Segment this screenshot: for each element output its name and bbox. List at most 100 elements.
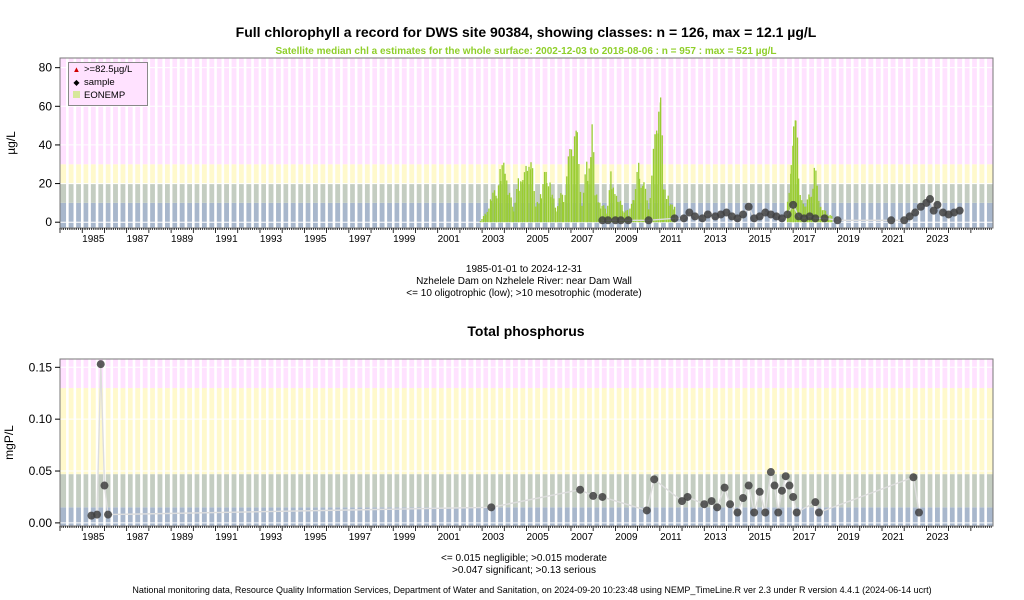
x-tick-label: 1995: [304, 532, 327, 543]
sample-point: [683, 492, 692, 501]
x-tick-label: 2017: [793, 234, 816, 245]
x-tick-label: 2023: [926, 532, 949, 543]
x-tick-label: 1989: [171, 234, 194, 245]
legend-item-eonemp: EONEMP: [69, 89, 147, 102]
sample-point: [761, 508, 770, 517]
sample-point: [792, 508, 801, 517]
sample-point: [611, 216, 620, 225]
x-tick-label: 2005: [526, 234, 549, 245]
x-tick-label: 2009: [615, 532, 638, 543]
sample-point: [670, 214, 679, 223]
sample-point: [744, 202, 753, 211]
sample-point: [679, 214, 688, 223]
x-tick-label: 1999: [393, 234, 416, 245]
legend-label-sample: sample: [84, 77, 115, 88]
x-tick-label: 1991: [215, 234, 238, 245]
sample-point: [598, 492, 607, 501]
chart1-title: Full chlorophyll a record for DWS site 9…: [235, 24, 817, 40]
sample-point: [916, 202, 925, 211]
sample-point: [750, 508, 759, 517]
x-tick-label: 2003: [482, 532, 505, 543]
sample-point: [755, 487, 764, 496]
sample-point: [604, 216, 613, 225]
sample-point: [783, 210, 792, 219]
sample-point: [789, 200, 798, 209]
sample-point: [690, 212, 699, 221]
y-tick-label: 0.00: [29, 516, 53, 530]
sample-point: [624, 216, 633, 225]
sample-point: [576, 485, 585, 494]
chart2-caption-2: >0.047 significant; >0.13 serious: [452, 565, 596, 576]
x-tick-label: 2003: [482, 234, 505, 245]
sample-point: [93, 510, 102, 519]
sample-point: [955, 206, 964, 215]
sample-point: [487, 503, 496, 512]
y-axis-label: µg/L: [4, 131, 18, 155]
y-tick-label: 0.05: [29, 464, 53, 478]
x-tick-label: 1995: [304, 234, 327, 245]
sample-point: [914, 508, 923, 517]
x-tick-label: 1985: [82, 532, 105, 543]
sample-point: [733, 508, 742, 517]
chart2-caption-1: <= 0.015 negligible; >0.015 moderate: [441, 553, 607, 564]
sample-point: [96, 360, 105, 369]
sample-point: [909, 473, 918, 482]
chart1-subtitle: Satellite median chl a estimates for the…: [275, 46, 777, 57]
sample-point: [104, 510, 113, 519]
x-tick-label: 2005: [526, 532, 549, 543]
x-tick-label: 1997: [349, 234, 372, 245]
x-tick-label: 1997: [349, 532, 372, 543]
x-tick-label: 1987: [127, 234, 150, 245]
footer-text: National monitoring data, Resource Quali…: [132, 585, 932, 595]
sample-point: [100, 481, 109, 490]
sample-point: [598, 216, 607, 225]
y-axis-label: mgP/L: [2, 425, 16, 460]
sample-point: [833, 216, 842, 225]
legend-label-eonemp: EONEMP: [84, 90, 126, 101]
x-tick-label: 1985: [82, 234, 105, 245]
sample-point: [589, 491, 598, 500]
sample-point: [700, 500, 709, 509]
x-tick-label: 2001: [438, 234, 461, 245]
x-tick-label: 2017: [793, 532, 816, 543]
sample-point: [616, 216, 625, 225]
sample-point: [650, 475, 659, 484]
x-tick-label: 2001: [438, 532, 461, 543]
sample-point: [726, 500, 735, 509]
x-tick-label: 2007: [571, 234, 594, 245]
sample-point: [911, 208, 920, 217]
sample-point: [814, 508, 823, 517]
y-tick-label: 40: [39, 138, 53, 152]
sample-point: [713, 503, 722, 512]
x-tick-label: 2007: [571, 532, 594, 543]
x-tick-label: 1991: [215, 532, 238, 543]
legend-item-threshold: ▲ >=82.5µg/L: [69, 63, 147, 76]
x-tick-label: 2015: [749, 234, 772, 245]
sample-point: [781, 472, 790, 481]
sample-point: [811, 498, 820, 507]
y-tick-label: 0: [45, 215, 52, 229]
x-tick-label: 2019: [837, 234, 860, 245]
sample-point: [925, 195, 934, 204]
y-tick-label: 0.15: [29, 360, 53, 374]
sample-point: [744, 481, 753, 490]
sample-point: [739, 493, 748, 502]
x-tick-label: 2021: [882, 234, 905, 245]
sample-point: [811, 214, 820, 223]
sample-point: [678, 497, 687, 506]
sample-point: [766, 468, 775, 477]
x-tick-label: 2011: [660, 234, 682, 245]
sample-point: [739, 210, 748, 219]
chart1-legend: ▲ >=82.5µg/L ◆ sample EONEMP: [68, 62, 148, 106]
sample-point: [733, 214, 742, 223]
x-tick-label: 2013: [704, 532, 727, 543]
x-tick-label: 1993: [260, 532, 283, 543]
x-tick-label: 1989: [171, 532, 194, 543]
chart1-caption-3: <= 10 oligotrophic (low); >10 mesotrophi…: [406, 288, 642, 299]
sample-point: [685, 208, 694, 217]
sample-point: [777, 486, 786, 495]
sample-point: [642, 506, 651, 515]
sample-point: [820, 214, 829, 223]
y-tick-label: 20: [39, 177, 53, 191]
